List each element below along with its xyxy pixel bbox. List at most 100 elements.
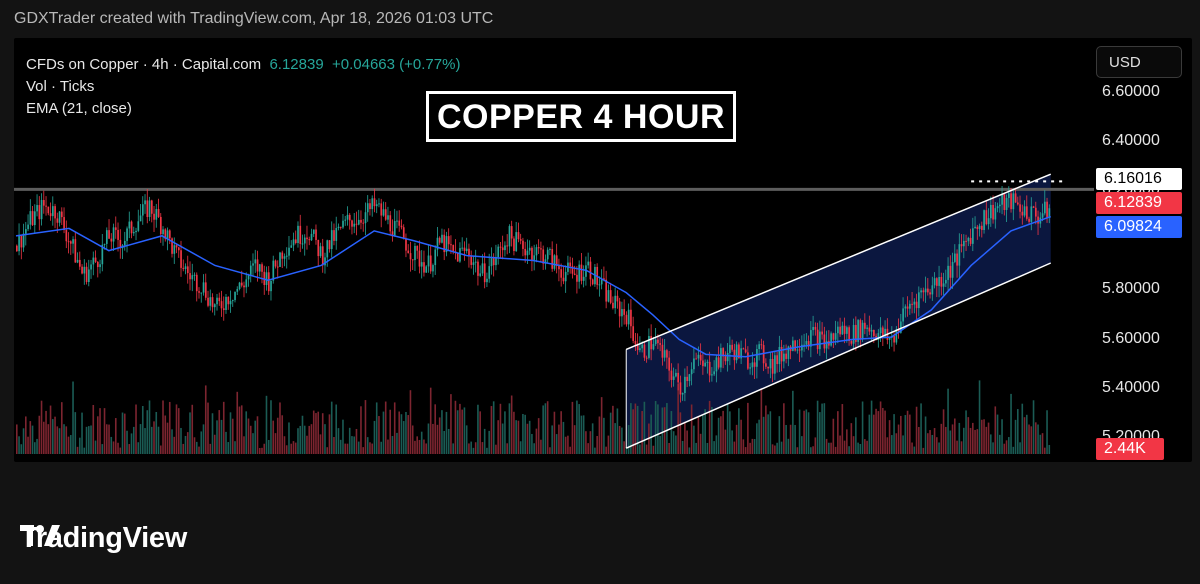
volume-bar (884, 410, 886, 454)
volume-bar (146, 410, 149, 454)
candle-body (101, 244, 104, 265)
volume-bar (222, 401, 225, 454)
candle-body (96, 261, 99, 268)
volume-bar (623, 441, 625, 454)
candle-body (562, 277, 565, 282)
volume-bar (848, 446, 850, 454)
candle-body (173, 245, 176, 254)
ema-indicator-label[interactable]: EMA (21, close) (26, 100, 132, 117)
price-tick-label: 5.40000 (1102, 378, 1160, 396)
volume-bar (717, 417, 720, 454)
volume-bar (947, 388, 949, 454)
volume-bar (733, 441, 736, 454)
volume-bar (261, 447, 263, 454)
candle-body (16, 245, 18, 252)
candle-body (679, 382, 682, 395)
candle-body (1034, 207, 1037, 217)
volume-bar (636, 405, 639, 454)
volume-bar (753, 439, 756, 454)
volume-bar (81, 412, 83, 454)
volume-bar (128, 444, 131, 454)
volume-bar (425, 443, 427, 454)
candle-body (915, 301, 918, 309)
volume-bar (54, 416, 56, 454)
candle-body (918, 292, 920, 309)
volume-bar (382, 411, 385, 454)
volume-bar (1043, 447, 1046, 454)
candle-body (578, 264, 581, 282)
candle-body (807, 341, 810, 347)
candle-body (571, 266, 574, 274)
volume-bar (508, 403, 511, 454)
candle-body (702, 360, 704, 367)
volume-bar (693, 425, 695, 454)
volume-bar (335, 404, 338, 454)
candle-body (1019, 204, 1021, 212)
volume-bar (389, 409, 392, 454)
symbol-row[interactable]: CFDs on Copper · 4h · Capital.com 6.1283… (26, 54, 460, 76)
volume-bar (202, 424, 205, 454)
candle-body (328, 240, 331, 250)
candle-body (243, 285, 245, 288)
volume-bar (171, 429, 173, 454)
volume-bar (893, 414, 895, 454)
volume-bar (497, 420, 499, 454)
volume-bar (130, 433, 133, 454)
candle-body (22, 233, 25, 248)
candle-body (998, 204, 1001, 207)
volume-bar (807, 412, 810, 454)
candle-body (436, 237, 439, 250)
volume-bar (967, 417, 970, 454)
volume-bar (164, 415, 167, 454)
candle-body (852, 324, 855, 344)
candle-body (245, 279, 248, 288)
candle-body (128, 221, 131, 229)
volume-bar (873, 414, 875, 454)
volume-bar (1048, 444, 1051, 454)
volume-bar (857, 442, 859, 454)
candle-body (324, 257, 326, 266)
candle-body (288, 247, 290, 256)
volume-bar (141, 405, 144, 454)
candle-body (663, 350, 666, 358)
candle-body (873, 330, 875, 336)
volume-bar (369, 442, 371, 454)
volume-bar (895, 433, 898, 454)
candle-body (108, 230, 110, 239)
candle-body (344, 219, 347, 221)
candle-body (661, 344, 664, 358)
volume-indicator-label[interactable]: Vol · Ticks (26, 78, 95, 95)
candle-body (931, 285, 934, 295)
candle-body (443, 234, 446, 253)
candle-body (697, 354, 700, 359)
candle-body (51, 206, 54, 217)
candle-body (542, 249, 545, 264)
chart-panel[interactable]: CFDs on Copper · 4h · Capital.com 6.1283… (14, 38, 1192, 462)
candle-body (227, 296, 230, 305)
volume-bar (1046, 410, 1048, 454)
volume-bar (486, 447, 488, 454)
candle-body (985, 210, 988, 225)
candle-body (200, 292, 203, 294)
currency-button[interactable]: USD (1096, 46, 1182, 78)
volume-bar (596, 436, 598, 454)
candle-body (794, 340, 797, 351)
volume-bar (1025, 414, 1028, 454)
candle-body (976, 226, 979, 230)
candle-body (398, 220, 401, 226)
volume-bar (785, 424, 787, 454)
volume-bar (186, 432, 189, 454)
candle-body (618, 301, 621, 317)
candle-body (715, 357, 718, 372)
volume-bar (218, 410, 221, 454)
candle-body (72, 239, 74, 244)
candle-body (92, 257, 95, 265)
volume-bar (243, 436, 245, 454)
candle-body (229, 301, 232, 305)
candle-body (195, 274, 198, 292)
candle-body (490, 257, 493, 267)
volume-bar (989, 434, 992, 454)
volume-bar (576, 400, 578, 454)
volume-bar (544, 403, 547, 454)
price-chart[interactable] (14, 38, 1192, 462)
